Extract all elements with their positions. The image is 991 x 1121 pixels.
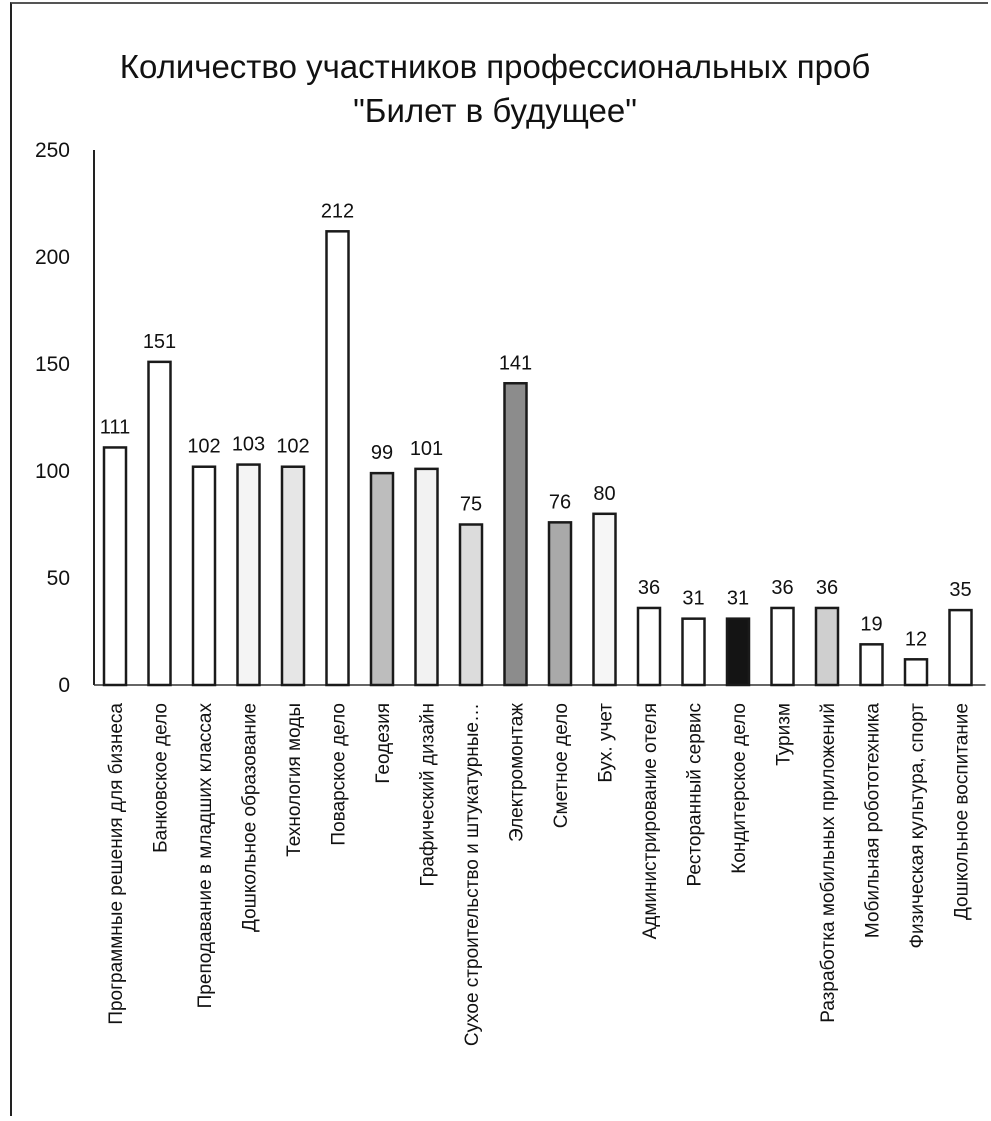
bar: [414, 467, 439, 687]
category-label: Туризм: [774, 703, 795, 766]
bar: [681, 617, 706, 687]
chart-title: Количество участников профессиональных п…: [120, 48, 871, 129]
category-label: Графический дизайн: [418, 703, 439, 886]
bar: [369, 471, 395, 687]
category-label: Дошкольное образование: [240, 703, 261, 932]
y-tick-label: 150: [35, 353, 70, 376]
data-label: 31: [682, 588, 704, 610]
bar: [280, 465, 306, 687]
category-label: Сухое строительство и штукатурные…: [462, 703, 483, 1046]
bar: [592, 512, 617, 687]
bar: [948, 608, 973, 687]
data-label: 141: [499, 352, 532, 374]
bar: [725, 617, 751, 687]
data-labels: 111 151 102 103 102 212 99 101 75 141 76 80 36 31 31 36…: [100, 200, 972, 650]
bar: [903, 658, 929, 687]
data-label: 101: [410, 438, 443, 460]
bar: [325, 230, 350, 687]
chart-title-line: Количество участников профессиональных п…: [120, 48, 871, 85]
bar: [814, 606, 840, 687]
category-label: Геодезия: [373, 703, 394, 784]
category-label: Банковское дело: [151, 703, 172, 853]
y-tick-label: 200: [35, 246, 70, 269]
category-label: Поварское дело: [329, 703, 350, 846]
data-label: 102: [187, 436, 220, 458]
category-label: Физическая культура, спорт: [907, 703, 928, 949]
data-label: 76: [549, 491, 571, 513]
chart-title-line: "Билет в будущее": [353, 92, 637, 129]
category-labels: Программные решения для бизнеса Банковско…: [106, 703, 973, 1047]
category-label: Разработка мобильных приложений: [818, 703, 839, 1023]
data-label: 36: [816, 577, 838, 599]
data-label: 12: [905, 628, 927, 650]
category-label: Мобильная робототехника: [863, 703, 884, 938]
category-label: Технология моды: [284, 703, 305, 857]
bar: [636, 606, 662, 687]
data-label: 212: [321, 200, 354, 222]
category-label: Кондитерское дело: [729, 703, 750, 874]
data-label: 103: [232, 434, 265, 456]
category-label: Сметное дело: [551, 703, 572, 828]
y-tick-label: 250: [35, 139, 70, 162]
data-label: 36: [771, 577, 793, 599]
data-label: 75: [460, 494, 482, 516]
category-label: Электромонтаж: [507, 703, 528, 842]
category-label: Дошкольное воспитание: [952, 703, 973, 920]
data-label: 35: [949, 579, 971, 601]
bar: [102, 446, 128, 687]
data-label: 31: [727, 588, 749, 610]
y-tick-label: 0: [58, 674, 70, 697]
bars: [102, 230, 973, 687]
data-label: 102: [276, 436, 309, 458]
y-axis: 0 50 100 150 200 250: [35, 139, 95, 697]
data-label: 80: [593, 483, 615, 505]
bar: [236, 463, 261, 687]
category-label: Администрирование отеля: [640, 703, 661, 939]
bar: [547, 521, 573, 687]
bar: [191, 465, 217, 687]
bar: [458, 523, 484, 687]
y-tick-label: 100: [35, 460, 70, 483]
chart-frame: [10, 2, 988, 1116]
bar: [503, 382, 528, 687]
data-label: 111: [100, 416, 130, 438]
category-label: Ресторанный сервис: [685, 703, 706, 886]
bar: [859, 643, 884, 687]
data-label: 19: [860, 613, 882, 635]
category-label: Преподавание в младших классах: [195, 703, 216, 1009]
bar: [147, 360, 172, 687]
category-label: Программные решения для бизнеса: [106, 703, 127, 1025]
y-tick-label: 50: [47, 567, 70, 590]
data-label: 151: [143, 331, 176, 353]
data-label: 99: [371, 442, 393, 464]
bar: [770, 606, 795, 687]
category-label: Бух. учет: [596, 703, 617, 783]
data-label: 36: [638, 577, 660, 599]
